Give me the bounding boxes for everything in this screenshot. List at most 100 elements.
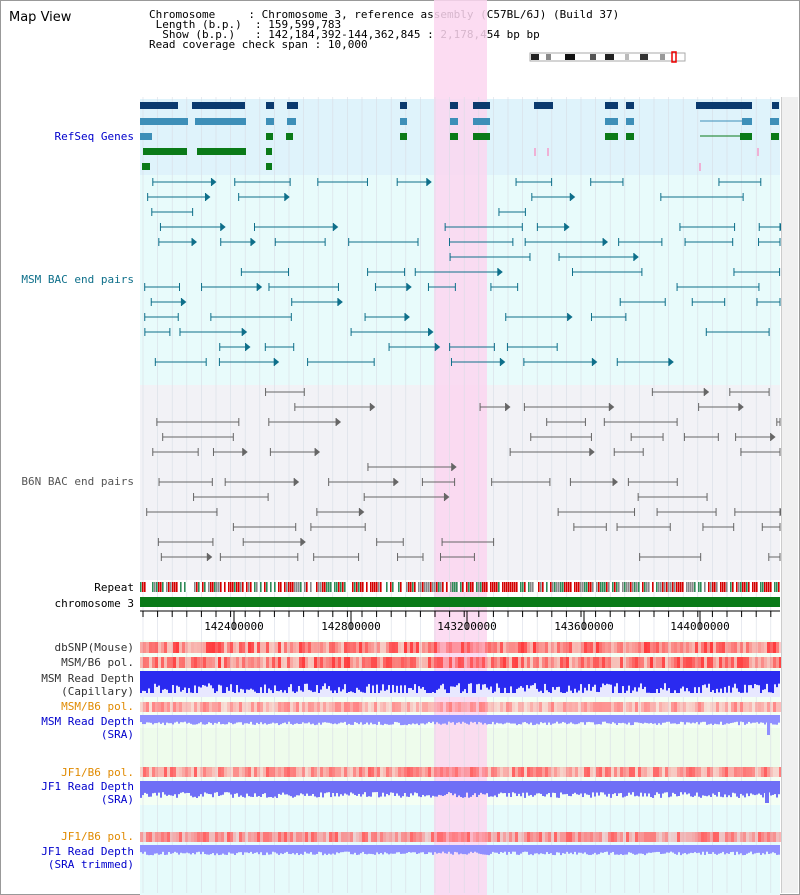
msm-sra-depth [640,715,642,724]
jf1-trimmed-depth [706,845,708,852]
msm-capillary-depth [738,671,740,692]
repeat-mark [320,582,322,592]
repeat-mark [416,582,418,592]
jf1-trimmed-depth [204,845,206,855]
jf1-b6-pol-cell [734,767,737,777]
msm-capillary-depth [158,671,160,686]
repeat-mark [640,582,642,592]
msm-b6-pol-cell [680,657,683,668]
jf1-trimmed-depth [326,845,328,855]
jf1-trimmed-depth [202,845,204,852]
msm-capillary-depth [560,671,562,693]
repeat-mark [198,582,200,592]
dbsnp-cell [428,642,431,653]
jf1-b6-pol-cell [317,767,320,777]
msm-capillary-depth [188,671,190,689]
jf1-b6-pol-cell [467,767,470,777]
repeat-mark [206,582,208,592]
msm-b6-pol2-cell [527,702,530,712]
repeat-mark [568,582,570,592]
msm-sra-depth [346,715,348,725]
jf1-trimmed-depth [330,845,332,855]
jf1-b6-pol2-cell [197,832,200,842]
msm-b6-pol2-cell [410,702,413,712]
msm-sra-depth [472,715,474,723]
msm-b6-pol-cell [668,657,671,668]
dbsnp-cell [371,642,374,653]
msm-capillary-depth [538,671,540,692]
jf1-b6-pol-cell [428,767,431,777]
jf1-sra-depth [162,781,164,793]
msm-sra-depth [278,715,280,726]
msm-b6-pol2-cell [662,702,665,712]
msm-capillary-depth [386,671,388,690]
repeat-mark [234,582,236,592]
repeat-mark [390,582,392,592]
msm-b6-pol-cell [398,657,401,668]
repeat-mark [144,582,146,592]
msm-capillary-depth [150,671,152,693]
jf1-sra-depth [518,781,520,794]
dbsnp-cell [668,642,671,653]
msm-capillary-depth [532,671,534,686]
msm-b6-pol2-cell [233,702,236,712]
jf1-b6-pol2-cell [341,832,344,842]
dbsnp-cell [464,642,467,653]
dbsnp-cell [752,642,755,653]
jf1-sra-depth [668,781,670,798]
dbsnp-cell [683,642,686,653]
msm-b6-pol2-cell [704,702,707,712]
repeat-mark [504,582,506,592]
jf1-b6-pol2-cell [698,832,701,842]
jf1-b6-pol2-cell [281,832,284,842]
jf1-sra-depth [238,781,240,797]
msm-b6-pol-cell [707,657,710,668]
msm-sra-depth [240,715,242,723]
msm-b6-pol-cell [326,657,329,668]
jf1-sra-depth [140,781,142,798]
jf1-b6-pol2-cell [473,832,476,842]
msm-sra-depth [748,715,750,722]
jf1-trimmed-depth [490,845,492,854]
msm-capillary-depth [478,671,480,684]
msm-b6-pol2-cell [245,702,248,712]
msm-b6-pol2-cell [308,702,311,712]
jf1-b6-pol2-cell [380,832,383,842]
msm-b6-pol-cell [428,657,431,668]
jf1-b6-pol-cell [599,767,602,777]
jf1-b6-pol2-cell [704,832,707,842]
msm-sra-depth [622,715,624,723]
repeat-mark [592,582,594,592]
msm-sra-depth [566,715,568,725]
jf1-sra-depth [680,781,682,793]
jf1-sra-depth [590,781,592,798]
jf1-sra-depth [744,781,746,798]
gene-exon [742,118,752,125]
msm-b6-pol-cell [695,657,698,668]
msm-capillary-depth [214,671,216,693]
msm-b6-pol2-cell [371,702,374,712]
jf1-b6-pol2-cell [266,832,269,842]
msm-b6-pol2-cell [755,702,758,712]
jf1-b6-pol2-cell [737,832,740,842]
msm-b6-pol-cell [377,657,380,668]
jf1-sra-depth [704,781,706,796]
msm-sra-depth [442,715,444,724]
jf1-b6-pol-cell [767,767,770,777]
msm-sra-depth [172,715,174,725]
repeat-mark [532,582,534,592]
msm-b6-pol-cell [170,657,173,668]
jf1-sra-depth [270,781,272,797]
msm-b6-pol2-cell [326,702,329,712]
dbsnp-cell [611,642,614,653]
vertical-scrollbar[interactable] [781,97,798,893]
msm-sra-depth [500,715,502,724]
repeat-mark [146,582,148,592]
msm-b6-pol2-cell [380,702,383,712]
msm-sra-depth [250,715,252,722]
jf1-sra-depth [198,781,200,797]
msm-sra-depth [492,715,494,722]
jf1-b6-pol2-cell [428,832,431,842]
jf1-sra-depth [252,781,254,797]
